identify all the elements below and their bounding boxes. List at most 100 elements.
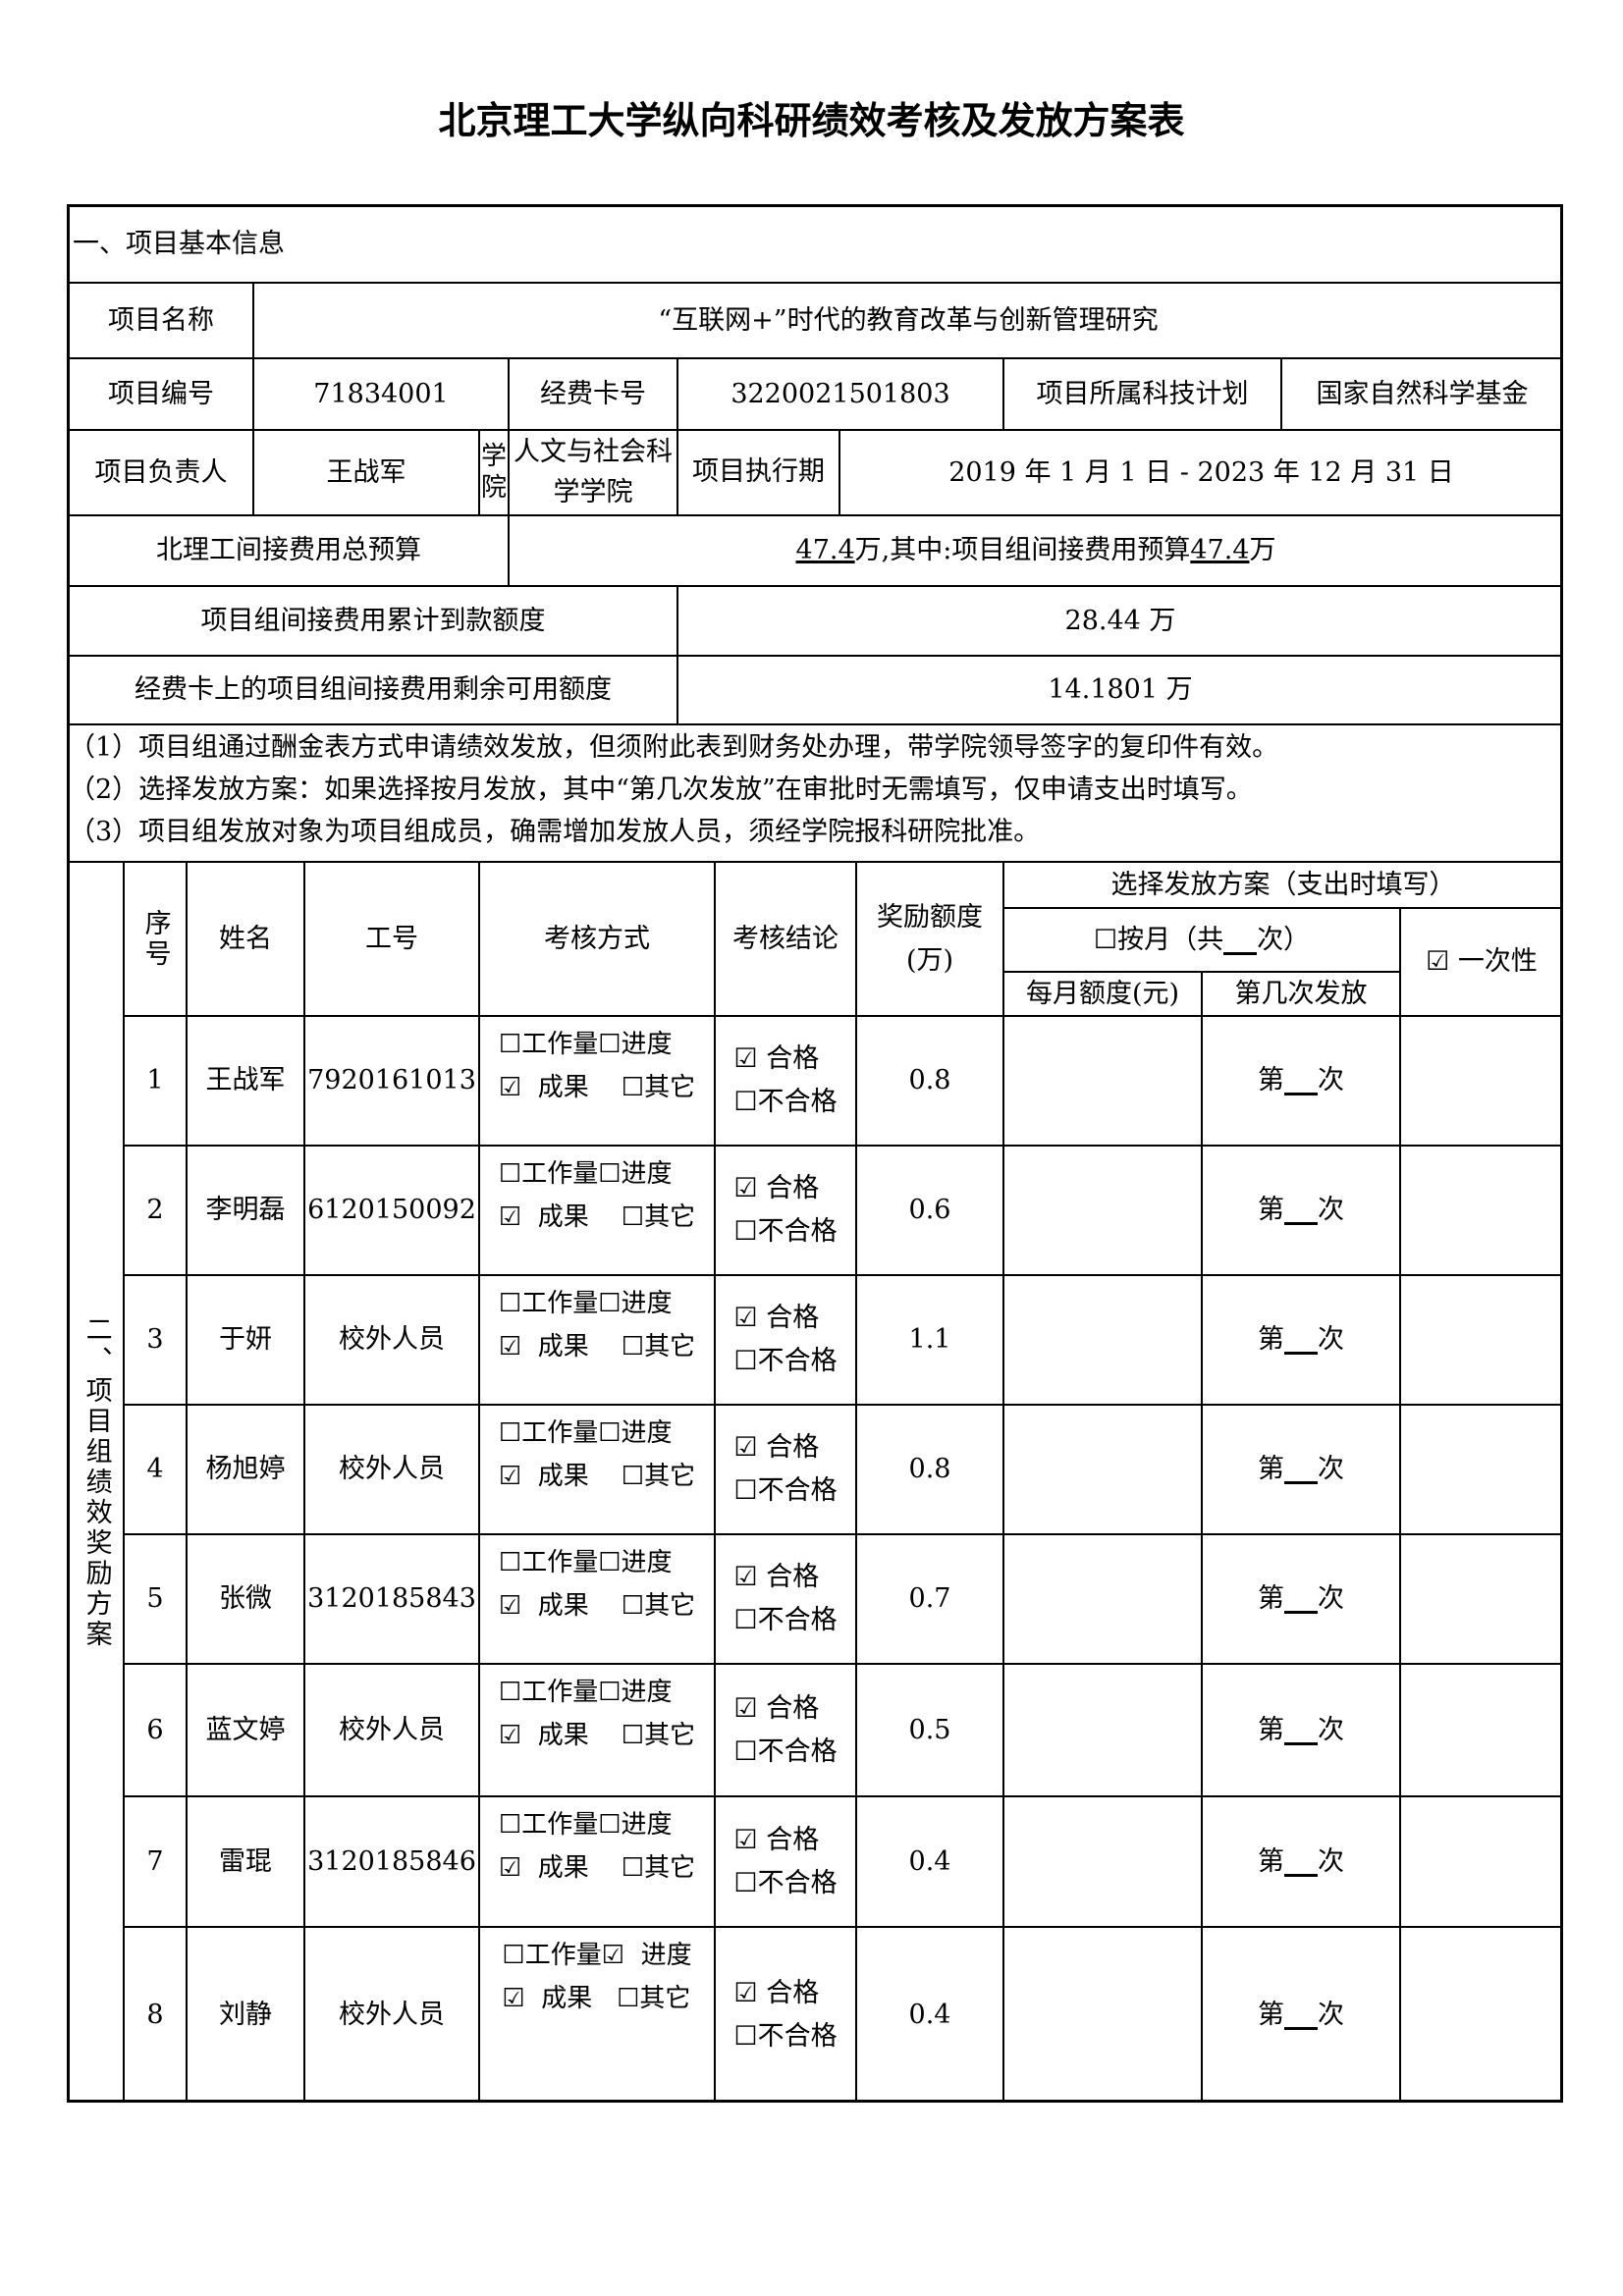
pass-checkbox-icon[interactable]: ☑: [733, 1692, 758, 1724]
total-budget-value: 47.4: [795, 535, 855, 566]
workload-checkbox-icon[interactable]: ☐: [498, 1418, 522, 1448]
text: 北理工间接费用总预算: [156, 535, 421, 566]
workload-checkbox-icon[interactable]: ☐: [498, 1548, 522, 1577]
page-title: 北京理工大学纵向科研绩效考核及发放方案表: [438, 99, 1185, 142]
text: 进度: [621, 1810, 673, 1840]
text: 进度: [621, 1030, 673, 1059]
workload-checkbox-icon[interactable]: ☐: [498, 1159, 522, 1189]
row-onetime: [1400, 1927, 1563, 2103]
plan-label: 项目所属科技计划: [1003, 358, 1281, 430]
result-checkbox-icon[interactable]: ☑: [498, 1073, 522, 1102]
row-name: 蓝文婷: [187, 1664, 304, 1796]
text: 0.7: [908, 1583, 951, 1615]
other-checkbox-icon[interactable]: ☐: [621, 1721, 645, 1750]
row-method: ☐工作量☐进度 ☑ 成果 ☐其它: [479, 1275, 715, 1405]
pass-checkbox-icon[interactable]: ☑: [733, 1043, 758, 1074]
other-checkbox-icon[interactable]: ☐: [621, 1202, 645, 1232]
remaining: 14.1801 万: [677, 656, 1563, 724]
text: 0.4: [908, 1845, 951, 1877]
text: 不合格: [757, 1216, 838, 1247]
text: 次: [1318, 1065, 1344, 1096]
fail-checkbox-icon[interactable]: ☐: [733, 1087, 758, 1117]
text: 项目名称: [108, 304, 214, 336]
other-checkbox-icon[interactable]: ☐: [617, 1984, 640, 2013]
workload-checkbox-icon[interactable]: ☐: [498, 1810, 522, 1840]
text: 成果: [541, 1984, 593, 2013]
monthly-checkbox-icon[interactable]: ☐: [1093, 924, 1118, 955]
progress-checkbox-icon[interactable]: ☐: [598, 1289, 622, 1318]
pass-checkbox-icon[interactable]: ☑: [733, 1303, 758, 1333]
fail-checkbox-icon[interactable]: ☐: [733, 1346, 758, 1376]
pass-checkbox-icon[interactable]: ☑: [733, 1432, 758, 1463]
text: 2019 年 1 月 1 日 - 2023 年 12 月 31 日: [948, 456, 1454, 488]
row-nth: 第次: [1202, 1275, 1400, 1405]
plan: 国家自然科学基金: [1281, 358, 1563, 430]
period: 2019 年 1 月 1 日 - 2023 年 12 月 31 日: [839, 430, 1563, 515]
result-checkbox-icon[interactable]: ☑: [498, 1721, 522, 1750]
pass-checkbox-icon[interactable]: ☑: [733, 1562, 758, 1592]
fail-checkbox-icon[interactable]: ☐: [733, 1735, 758, 1767]
header-monthly-amount: 每月额度(元): [1003, 972, 1202, 1016]
text: 王战军: [326, 456, 406, 488]
onetime-checkbox-icon[interactable]: ☑: [1426, 946, 1450, 978]
text: 0.4: [908, 1999, 951, 2030]
other-checkbox-icon[interactable]: ☐: [621, 1853, 645, 1883]
other-checkbox-icon[interactable]: ☐: [621, 1332, 645, 1362]
text: 于妍: [219, 1324, 272, 1356]
fail-checkbox-icon[interactable]: ☐: [733, 1867, 758, 1898]
text: 不合格: [757, 1605, 838, 1635]
result-checkbox-icon[interactable]: ☑: [502, 1984, 525, 2013]
text: 校外人员: [339, 1454, 445, 1485]
text: 工作量: [521, 1289, 599, 1318]
progress-checkbox-icon[interactable]: ☐: [598, 1810, 622, 1840]
result-checkbox-icon[interactable]: ☑: [498, 1332, 522, 1362]
progress-checkbox-icon[interactable]: ☑: [601, 1941, 625, 1970]
school-label: 学院: [479, 430, 509, 515]
text: 蓝文婷: [205, 1714, 286, 1745]
fail-checkbox-icon[interactable]: ☐: [733, 2020, 758, 2052]
progress-checkbox-icon[interactable]: ☐: [598, 1678, 622, 1707]
text: 第几次发放: [1234, 978, 1368, 1009]
progress-checkbox-icon[interactable]: ☐: [598, 1418, 622, 1448]
header-nth: 第几次发放: [1202, 972, 1400, 1016]
text: 1.1: [908, 1324, 951, 1356]
text: 第: [1258, 1999, 1284, 2030]
row-onetime: [1400, 1796, 1563, 1927]
workload-checkbox-icon[interactable]: ☐: [498, 1289, 522, 1318]
result-checkbox-icon[interactable]: ☑: [498, 1462, 522, 1491]
workload-checkbox-icon[interactable]: ☐: [502, 1941, 525, 1970]
text: 3120185843: [307, 1583, 476, 1615]
result-checkbox-icon[interactable]: ☑: [498, 1853, 522, 1883]
text: 校外人员: [339, 1999, 445, 2030]
fail-checkbox-icon[interactable]: ☐: [733, 1475, 758, 1506]
text: 项目执行期: [692, 456, 825, 488]
pass-checkbox-icon[interactable]: ☑: [733, 1824, 758, 1855]
result-checkbox-icon[interactable]: ☑: [498, 1591, 522, 1621]
other-checkbox-icon[interactable]: ☐: [621, 1073, 645, 1102]
text: 第: [1258, 1845, 1284, 1877]
text: 其它: [644, 1332, 696, 1362]
result-checkbox-icon[interactable]: ☑: [498, 1202, 522, 1232]
workload-checkbox-icon[interactable]: ☐: [498, 1678, 522, 1707]
text: “互联网+”时代的教育改革与创新管理研究: [658, 304, 1159, 336]
pass-checkbox-icon[interactable]: ☑: [733, 1173, 758, 1203]
other-checkbox-icon[interactable]: ☐: [621, 1462, 645, 1491]
progress-checkbox-icon[interactable]: ☐: [598, 1548, 622, 1577]
fail-checkbox-icon[interactable]: ☐: [733, 1216, 758, 1247]
row-id: 6120150092: [304, 1146, 479, 1275]
text: 李明磊: [205, 1195, 286, 1226]
progress-checkbox-icon[interactable]: ☐: [598, 1159, 622, 1189]
header-monthly: ☐ 按月（共 次）: [1003, 908, 1400, 972]
text: 万: [1249, 535, 1276, 566]
row-method: ☐工作量☐进度 ☑ 成果 ☐其它: [479, 1534, 715, 1664]
progress-checkbox-icon[interactable]: ☐: [598, 1030, 622, 1059]
other-checkbox-icon[interactable]: ☐: [621, 1591, 645, 1621]
pass-checkbox-icon[interactable]: ☑: [733, 1977, 758, 2008]
row-onetime: [1400, 1405, 1563, 1534]
fail-checkbox-icon[interactable]: ☐: [733, 1605, 758, 1635]
text: 不合格: [757, 1087, 838, 1117]
workload-checkbox-icon[interactable]: ☐: [498, 1030, 522, 1059]
row-id: 校外人员: [304, 1405, 479, 1534]
row-amount: 0.4: [856, 1796, 1003, 1927]
row-name: 李明磊: [187, 1146, 304, 1275]
